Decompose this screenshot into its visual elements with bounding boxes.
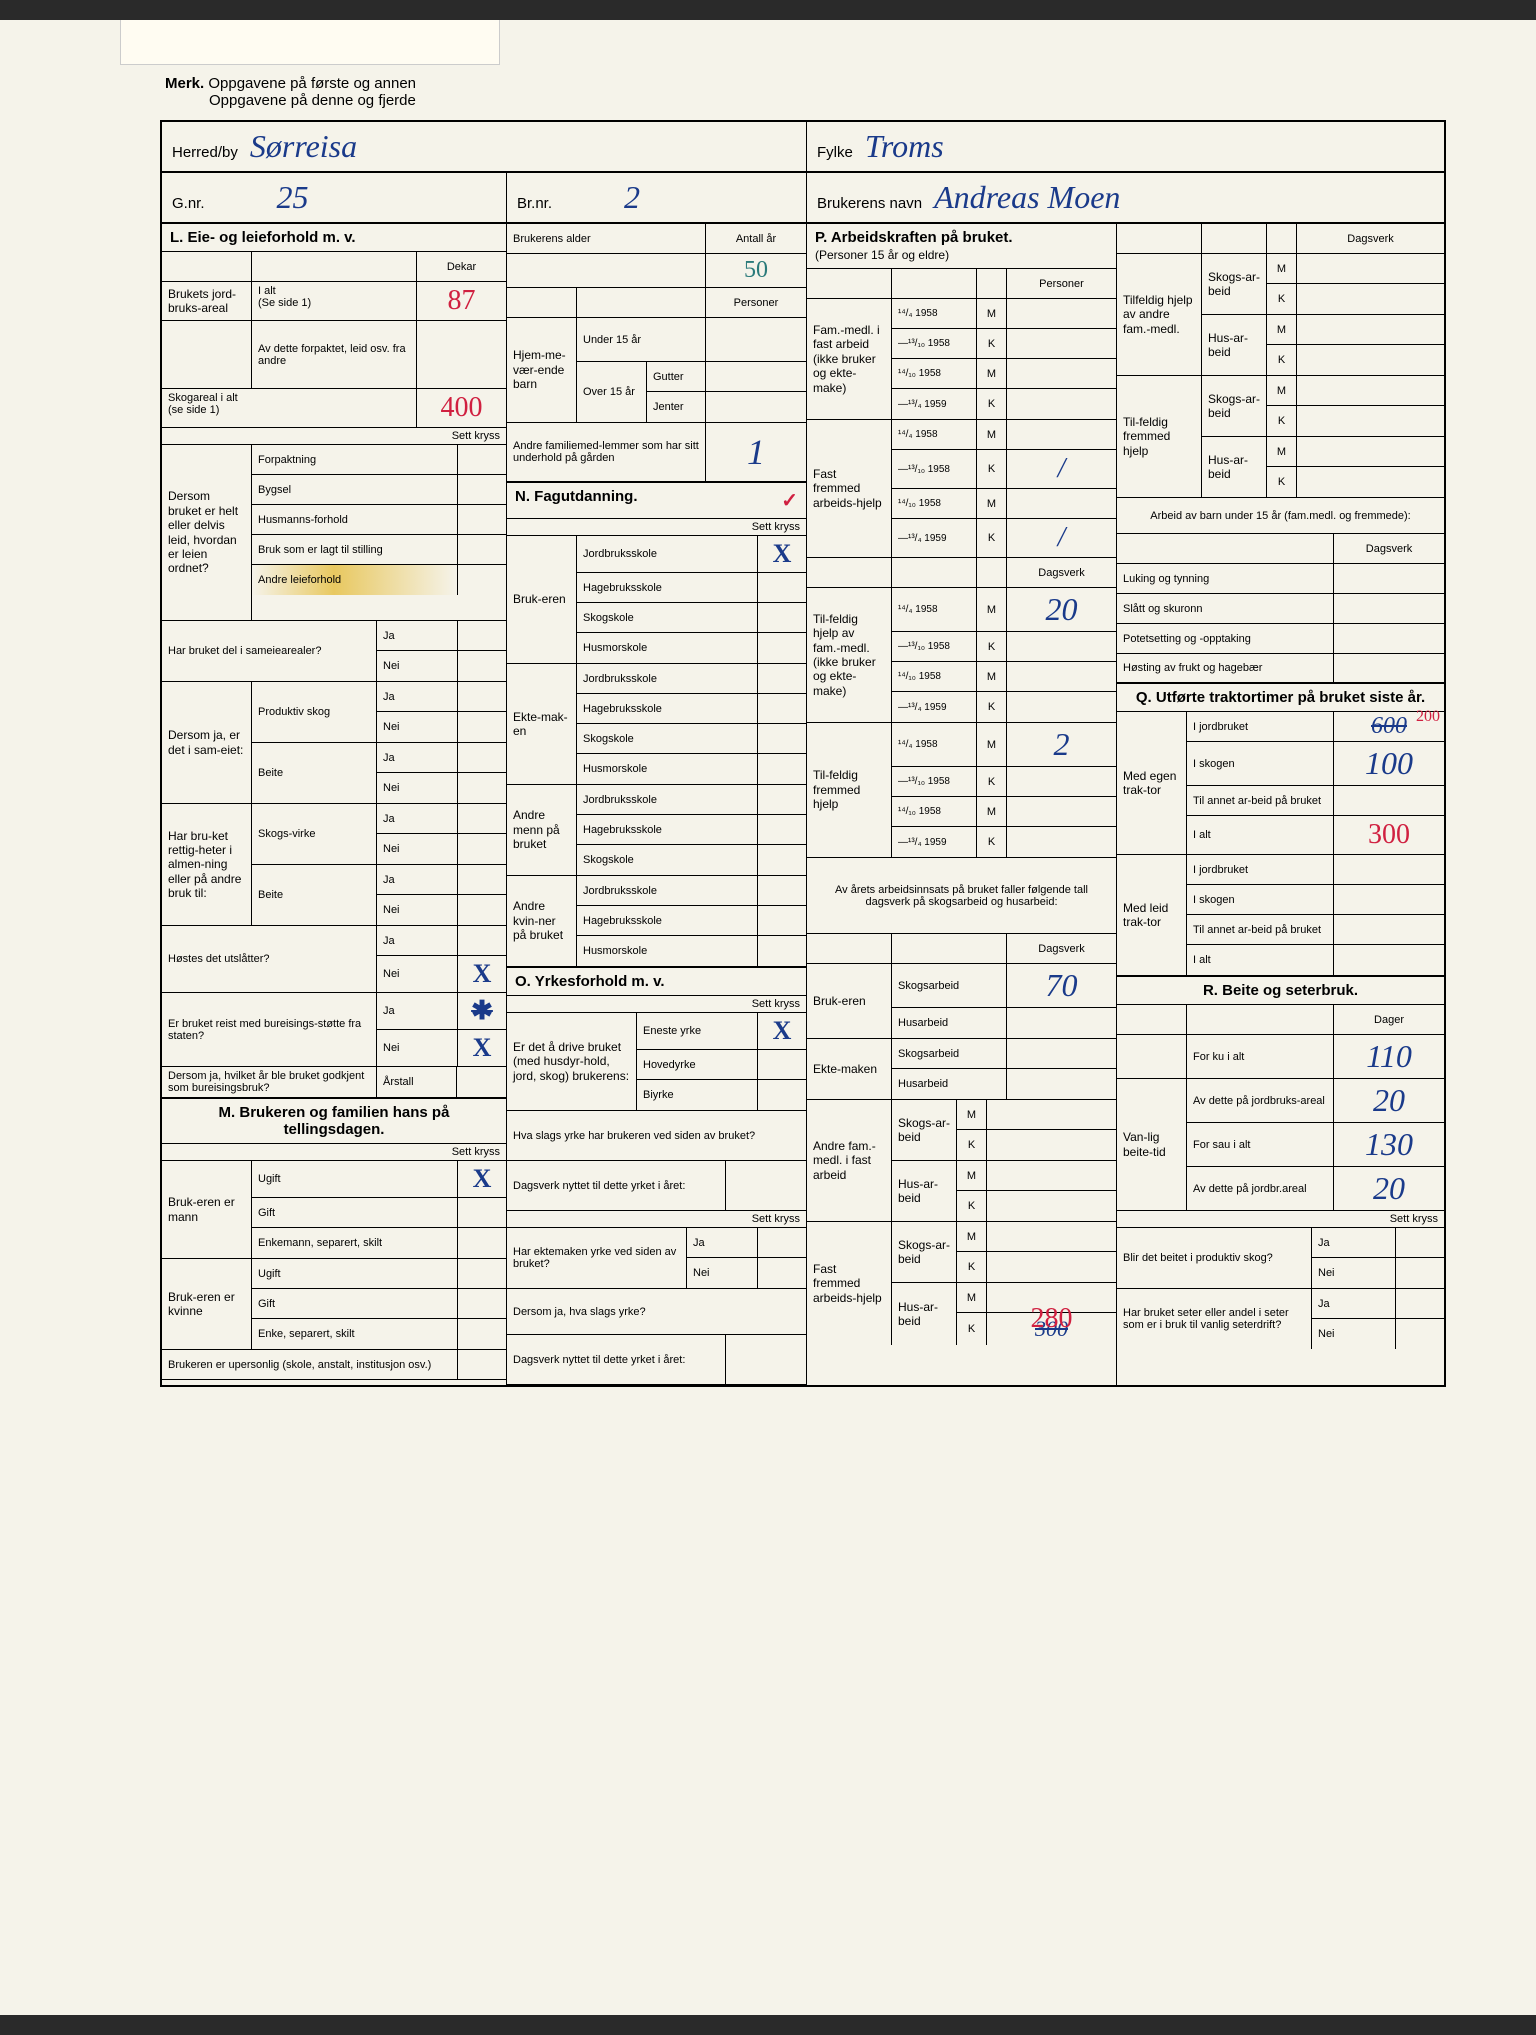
andre-fam-value: 1 (747, 431, 765, 473)
brnr-value: 2 (624, 179, 640, 216)
brukerens-navn-value: Andreas Moen (934, 179, 1120, 216)
dagsverk-20: 20 (1046, 591, 1078, 628)
merk-note: Merk. Oppgavene på første og annen Oppga… (165, 75, 416, 109)
reist-nei-x: X (473, 1033, 492, 1063)
dekar-label: Dekar (417, 252, 506, 281)
skogareal-value: 400 (441, 392, 483, 424)
q-ialt-val: 300 (1368, 819, 1410, 851)
q-skogen-val: 100 (1365, 745, 1413, 782)
av-dette-label: Av dette forpaktet, leid osv. fra andre (252, 321, 417, 388)
section-N-title: N. Fagutdanning. (515, 488, 637, 513)
form-page: Merk. Oppgavene på første og annen Oppga… (0, 20, 1536, 2015)
fylke-value: Troms (865, 128, 944, 165)
column-3: P. Arbeidskraften på bruket. (Personer 1… (807, 224, 1117, 1385)
val-280: 280 (1031, 1303, 1073, 1335)
header-row-2: G.nr. 25 Br.nr. 2 Brukerens navn Andreas… (162, 173, 1444, 224)
brukets-label: Brukets jord-bruks-areal (162, 282, 252, 320)
column-1: L. Eie- og leieforhold m. v. Dekar Bruke… (162, 224, 507, 1385)
dekar-value: 87 (448, 285, 476, 317)
section-M-title: M. Brukeren og familien hans på tellings… (162, 1099, 506, 1144)
r-sau-val: 130 (1365, 1126, 1413, 1163)
n-check: ✓ (781, 488, 798, 513)
gnr-value: 25 (277, 179, 309, 216)
alder-value: 50 (744, 257, 768, 284)
section-L-title: L. Eie- og leieforhold m. v. (162, 224, 506, 252)
ugift-x: X (473, 1164, 492, 1194)
gnr-label: G.nr. (172, 195, 205, 212)
section-P-title: P. Arbeidskraften på bruket. (815, 229, 1013, 246)
section-Q-title: Q. Utførte traktortimer på bruket siste … (1117, 684, 1444, 712)
jordbruk-x: X (773, 539, 792, 569)
skogs-70: 70 (1046, 967, 1078, 1004)
section-O-title: O. Yrkesforhold m. v. (507, 968, 806, 996)
column-2: Brukerens alder Antall år 50 Personer Hj… (507, 224, 807, 1385)
brukerens-navn-label: Brukerens navn (817, 195, 922, 212)
dagsverk-2: 2 (1054, 726, 1070, 763)
header-row-1: Herred/by Sørreisa Fylke Troms (162, 122, 1444, 173)
reist-ja-strike: ✱ (471, 996, 493, 1026)
r-jordbr-val: 20 (1373, 1170, 1405, 1207)
column-4: Dagsverk Tilfeldig hjelp av andre fam.-m… (1117, 224, 1444, 1385)
q-jordbruk-val: 200 (1416, 708, 1440, 726)
section-R-title: R. Beite og seterbruk. (1117, 977, 1444, 1005)
eneste-x: X (773, 1016, 792, 1046)
form-border: Herred/by Sørreisa Fylke Troms G.nr. 25 … (160, 120, 1446, 1387)
brnr-label: Br.nr. (517, 195, 552, 212)
page-tab (120, 20, 500, 65)
r-ku-val: 110 (1366, 1038, 1412, 1075)
content-columns: L. Eie- og leieforhold m. v. Dekar Bruke… (162, 224, 1444, 1385)
herred-label: Herred/by (172, 144, 238, 161)
herred-value: Sørreisa (250, 128, 357, 165)
dersom-label: Dersom bruket er helt eller delvis leid,… (162, 445, 252, 620)
hostes-x: X (473, 959, 492, 989)
fylke-label: Fylke (817, 144, 853, 161)
r-jord-val: 20 (1373, 1082, 1405, 1119)
